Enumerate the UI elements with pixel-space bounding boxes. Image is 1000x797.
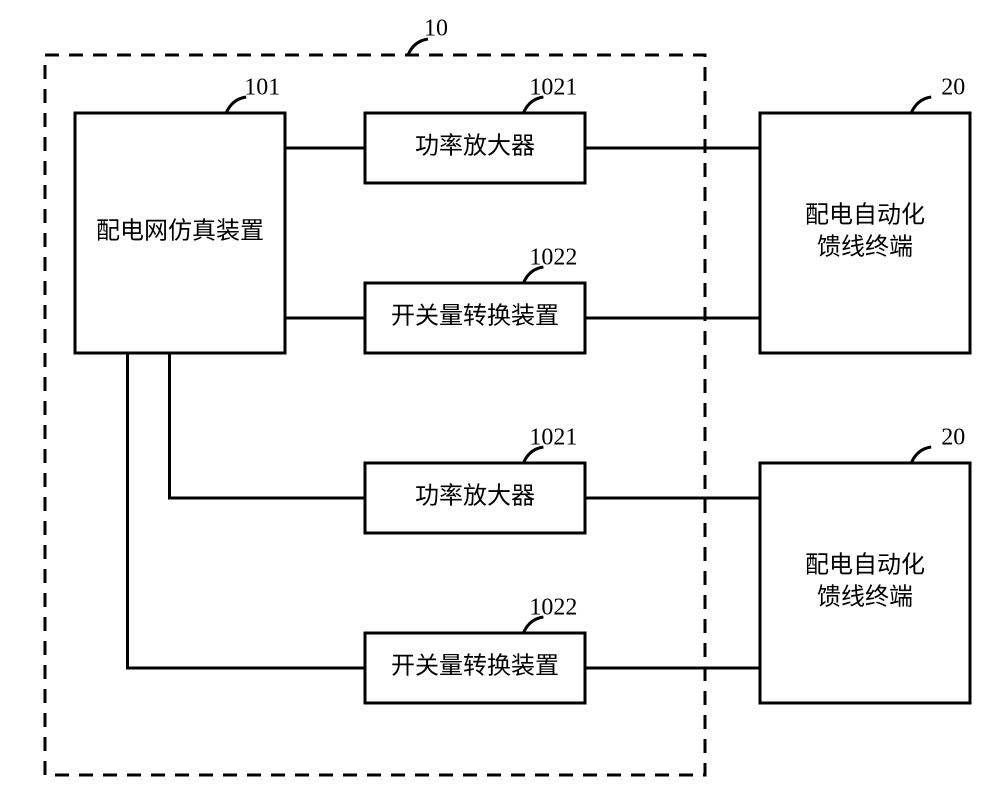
block-label-amp1-0: 功率放大器 [415,133,535,160]
ref-label-amp1: 1021 [529,75,577,101]
block-rect-feeder2 [760,463,970,703]
block-feeder1: 配电自动化馈线终端 20 [760,75,970,354]
block-switch2: 开关量转换装置 1022 [365,595,585,704]
ref-label-sim: 101 [244,75,280,101]
block-sim: 配电网仿真装置 101 [75,75,285,354]
ref-label-feeder1: 20 [941,75,965,101]
block-switch1: 开关量转换装置 1022 [365,245,585,354]
block-label-amp2-0: 功率放大器 [415,483,535,510]
ref-hook-feeder2 [911,447,931,463]
block-label-feeder1-0: 配电自动化 [805,201,925,228]
block-label-feeder2-1: 馈线终端 [817,584,913,611]
block-label-switch1-0: 开关量转换装置 [391,303,559,330]
block-rect-feeder1 [760,113,970,353]
ref-hook-sim [226,97,246,113]
block-label-feeder1-1: 馈线终端 [817,234,913,261]
elbow-sim-amp2 [170,353,366,498]
block-feeder2: 配电自动化馈线终端 20 [760,425,970,704]
block-label-feeder2-0: 配电自动化 [805,551,925,578]
ref-label-switch1: 1022 [529,245,577,271]
ref-hook-feeder1 [911,97,931,113]
block-label-sim-0: 配电网仿真装置 [96,218,264,245]
block-label-switch2-0: 开关量转换装置 [391,653,559,680]
elbow-sim-switch2 [128,353,366,668]
block-amp1: 功率放大器 1021 [365,75,585,184]
ref-label-feeder2: 20 [941,425,965,451]
block-amp2: 功率放大器 1021 [365,425,585,534]
ref-label-amp2: 1021 [529,425,577,451]
ref-label-dashed: 10 [424,16,448,42]
ref-label-switch2: 1022 [529,595,577,621]
